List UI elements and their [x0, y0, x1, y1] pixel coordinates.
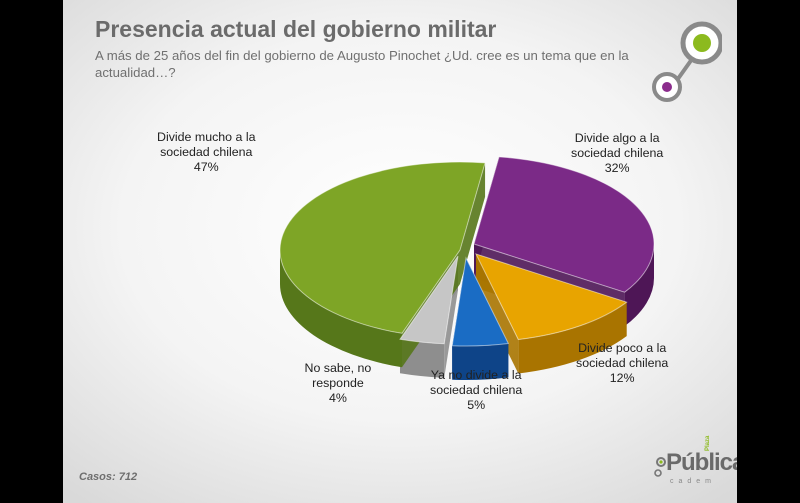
- pie-chart: [279, 156, 655, 380]
- brand-circles-icon: [652, 21, 722, 102]
- brand-logo: Pública Plaza cadem: [648, 436, 737, 491]
- chart-subtitle: A más de 25 años del fin del gobierno de…: [95, 48, 629, 80]
- slice-label-line: Divide poco a la: [578, 340, 667, 355]
- pie-slice-2: [475, 253, 628, 341]
- slice-label-line: sociedad chilena: [576, 355, 669, 370]
- pie-slice-5: [279, 161, 486, 334]
- slice-label-line: sociedad chilena: [160, 144, 253, 159]
- slice-label-1: Divide algo a la sociedad chilena 32%: [571, 131, 663, 176]
- slide: Presencia actual del gobierno militar A …: [63, 0, 737, 503]
- slice-label-5: Divide mucho a la sociedad chilena 47%: [157, 130, 255, 175]
- slice-value-label: 32%: [604, 160, 630, 175]
- slice-label-line: Divide mucho a la: [157, 129, 256, 144]
- brand-sub: cadem: [670, 478, 717, 485]
- brand-tag: Plaza: [705, 435, 711, 451]
- pie-slice-3: [451, 256, 510, 347]
- slice-value-label: 5%: [467, 397, 486, 412]
- slice-value-label: 47%: [193, 159, 219, 174]
- slice-value-label: 12%: [609, 370, 635, 385]
- brand-dots-icon: [654, 457, 666, 477]
- slice-label-3: Ya no divide a la sociedad chilena 5%: [430, 368, 522, 413]
- slice-label-4: No sabe, no responde 4%: [305, 361, 372, 406]
- slice-label-line: sociedad chilena: [571, 145, 664, 160]
- slice-label-line: Ya no divide a la: [430, 367, 522, 382]
- chart-title: Presencia actual del gobierno militar: [95, 16, 497, 42]
- slice-label-line: Divide algo a la: [574, 130, 660, 145]
- brand-name: Pública: [666, 449, 737, 476]
- pie-slice-1: [473, 156, 655, 293]
- sample-size: Casos: 712: [79, 471, 138, 483]
- slice-label-line: responde: [312, 375, 364, 390]
- slice-label-2: Divide poco a la sociedad chilena 12%: [576, 341, 668, 386]
- slice-label-line: No sabe, no: [304, 360, 372, 375]
- slice-label-line: sociedad chilena: [430, 382, 523, 397]
- pie-slice-4: [399, 255, 459, 345]
- slice-value-label: 4%: [328, 390, 347, 405]
